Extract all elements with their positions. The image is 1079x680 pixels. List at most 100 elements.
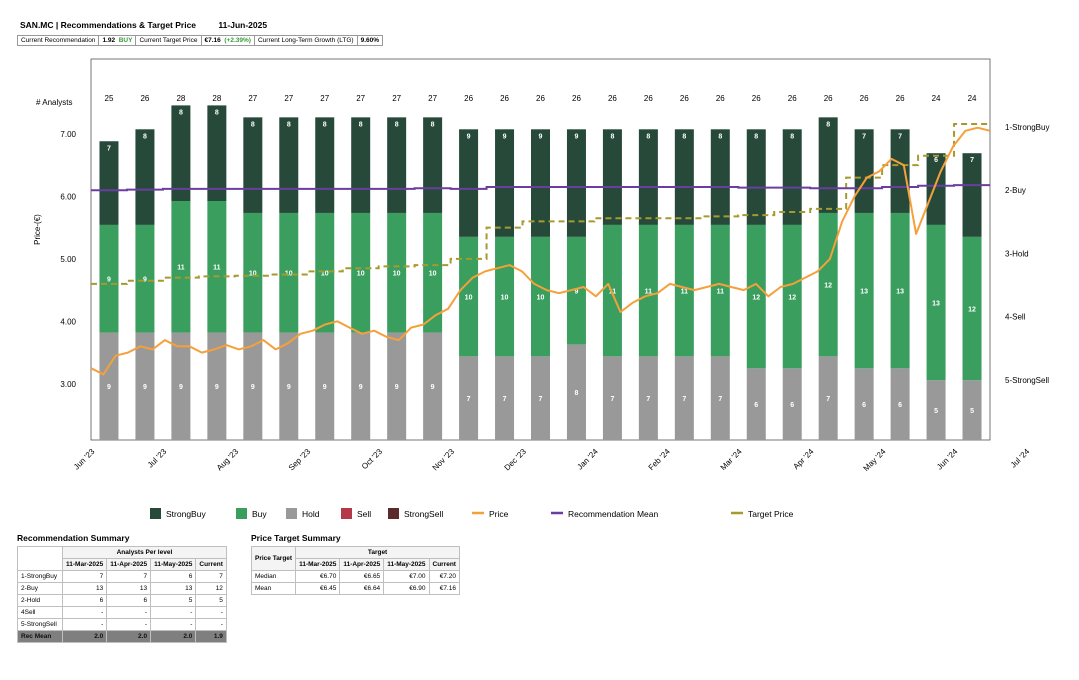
bar-buy <box>207 201 227 333</box>
rec-summary-cell: - <box>106 618 152 631</box>
bar-value-label: 8 <box>359 121 363 128</box>
price-summary-cell: €6.64 <box>339 582 385 595</box>
legend-label: StrongSell <box>404 509 443 519</box>
bar-hold <box>243 332 263 440</box>
bar-value-label: 9 <box>323 384 327 391</box>
rec-summary-row: 2-Buy 13 13 13 12 <box>17 582 227 595</box>
analyst-count-label: 26 <box>536 94 545 103</box>
bar-value-label: 11 <box>645 289 653 296</box>
bar-value-label: 9 <box>539 133 543 140</box>
bar-value-label: 10 <box>357 271 365 278</box>
recommendation-summary: Recommendation Summary Analysts Per leve… <box>17 533 227 643</box>
bar-strongbuy <box>746 129 766 225</box>
analyst-count-label: 26 <box>824 94 833 103</box>
bar-value-label: 9 <box>575 289 579 296</box>
bar-value-label: 8 <box>323 121 327 128</box>
x-tick-label: Sep '23 <box>287 447 313 473</box>
x-tick-label: May '24 <box>862 447 888 473</box>
analyst-count-label: 27 <box>392 94 401 103</box>
bar-hold <box>171 332 191 440</box>
bar-buy <box>854 212 874 369</box>
rec-summary-row: 5-StrongSell - - - - <box>17 618 227 631</box>
bar-buy <box>890 212 910 369</box>
recommendations-chart: 7.00 6.00 5.00 4.00 3.00 Price-(€) # Analysts 1… <box>33 58 1079 519</box>
bar-value-label: 7 <box>610 396 614 403</box>
bar-value-label: 10 <box>285 271 293 278</box>
x-tick-label: Jun '24 <box>935 447 960 472</box>
analyst-count-label: 25 <box>105 94 114 103</box>
bar-buy <box>674 224 694 357</box>
bar-hold <box>279 332 299 440</box>
analysts-per-level-header: Analysts Per level <box>62 546 227 559</box>
analyst-count-label: 26 <box>860 94 869 103</box>
recommendation-summary-title: Recommendation Summary <box>17 533 130 543</box>
bar-value-label: 11 <box>681 289 689 296</box>
bar-value-label: 8 <box>395 121 399 128</box>
bar-value-label: 9 <box>251 384 255 391</box>
bar-buy <box>99 224 119 333</box>
bar-strongbuy <box>710 129 730 225</box>
right-axis-label: 2-Buy <box>1005 186 1026 195</box>
bar-value-label: 8 <box>431 121 435 128</box>
price-summary-row-label: Median <box>250 570 297 583</box>
price-summary-row: Mean €6.45 €6.64 €6.90 €7.16 <box>250 582 460 595</box>
analyst-count-label: 28 <box>212 94 221 103</box>
rec-summary-cell: 13 <box>61 582 108 595</box>
current-recommendation-text: BUY <box>118 37 133 44</box>
rec-summary-cell: 6 <box>150 570 197 583</box>
analyst-count-label: 24 <box>968 94 977 103</box>
x-tick-label: Jul '23 <box>146 447 169 470</box>
bar-value-label: 7 <box>503 396 507 403</box>
bar-value-label: 9 <box>143 277 147 284</box>
bar-strongbuy <box>207 105 227 201</box>
analyst-count-label: 27 <box>320 94 329 103</box>
bar-value-label: 5 <box>934 408 938 415</box>
rec-summary-row-label: 2-Buy <box>17 582 63 595</box>
analyst-count-label: 27 <box>248 94 257 103</box>
bar-strongbuy <box>495 129 515 237</box>
price-summary-cell: €6.65 <box>339 570 385 583</box>
legend-swatch <box>286 508 297 519</box>
legend-label: Recommendation Mean <box>568 509 659 519</box>
analyst-count-label: 26 <box>716 94 725 103</box>
price-summary-cell: €7.16 <box>428 582 460 595</box>
bar-value-label: 9 <box>467 133 471 140</box>
legend-label: StrongBuy <box>166 509 206 519</box>
bar-value-label: 9 <box>395 384 399 391</box>
y-tick-label: 5.00 <box>60 255 76 264</box>
y-tick-label: 6.00 <box>60 192 76 201</box>
price-target-row-header: Price Target <box>250 546 297 571</box>
analyst-count-label: 28 <box>176 94 185 103</box>
bar-hold <box>602 356 622 440</box>
bar-value-label: 12 <box>824 283 832 290</box>
bar-value-label: 8 <box>754 133 758 140</box>
bar-value-label: 8 <box>682 133 686 140</box>
bar-value-label: 9 <box>107 384 111 391</box>
y-tick-label: 7.00 <box>60 130 76 139</box>
x-tick-label: Dec '23 <box>503 447 529 473</box>
bar-value-label: 8 <box>718 133 722 140</box>
rec-summary-row-label: 1-StrongBuy <box>17 570 63 583</box>
bar-value-label: 5 <box>970 408 974 415</box>
price-target-summary: Price Target Summary Price Target Target… <box>250 533 460 595</box>
recommendation-mean-line <box>91 184 990 192</box>
bar-strongbuy <box>962 153 982 237</box>
bar-value-label: 8 <box>610 133 614 140</box>
bar-buy <box>926 224 946 381</box>
price-summary-cell: €6.90 <box>383 582 430 595</box>
bar-value-label: 8 <box>575 390 579 397</box>
bar-hold <box>566 344 586 440</box>
bar-hold <box>459 356 479 440</box>
bar-value-label: 12 <box>752 295 760 302</box>
bar-strongbuy <box>459 129 479 237</box>
price-summary-row: Median €6.70 €6.65 €7.00 €7.20 <box>250 570 460 583</box>
rec-summary-cell: 2.0 <box>106 630 152 643</box>
bar-buy <box>782 224 802 369</box>
bar-value-label: 9 <box>215 384 219 391</box>
bar-value-label: 8 <box>251 121 255 128</box>
rec-summary-row-label: 5-StrongSell <box>17 618 63 631</box>
bar-value-label: 12 <box>788 295 796 302</box>
rec-summary-row-label: 2-Hold <box>17 594 63 607</box>
analyst-count-label: 27 <box>356 94 365 103</box>
bar-strongbuy <box>99 141 119 225</box>
